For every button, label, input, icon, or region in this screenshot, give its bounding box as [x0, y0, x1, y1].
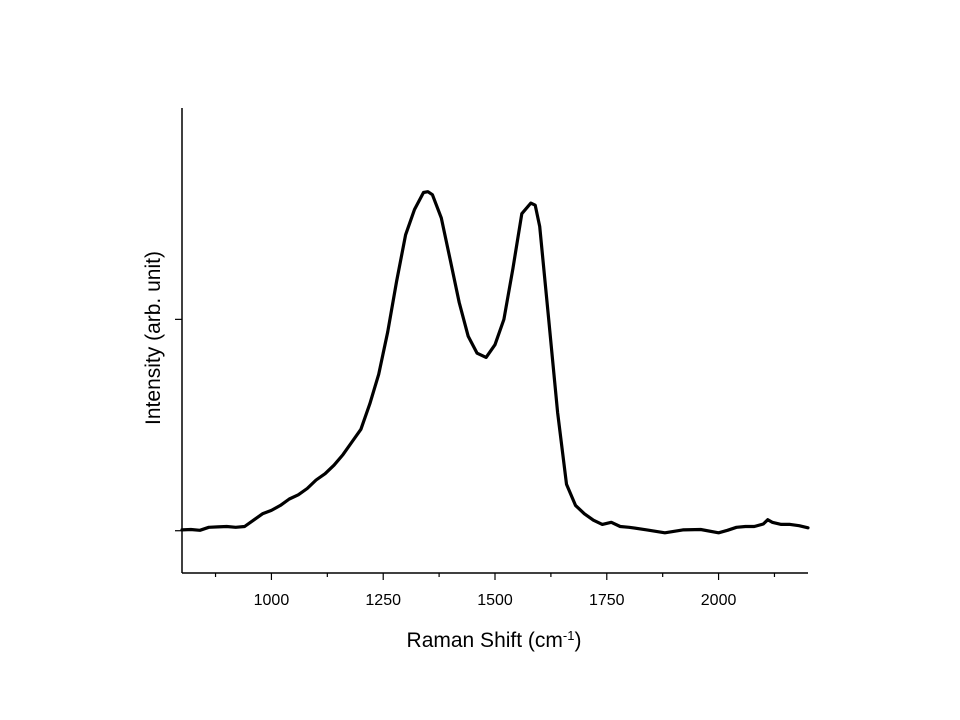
- x-axis-title-text: Raman Shift (cm: [407, 629, 563, 652]
- x-axis-title-superscript: -1: [563, 628, 575, 643]
- x-tick-label: 1000: [254, 592, 290, 609]
- x-tick-label: 1750: [589, 592, 625, 609]
- x-axis-title-suffix: ): [574, 629, 581, 652]
- x-tick-label: 1250: [365, 592, 401, 609]
- y-ticks: [175, 318, 182, 532]
- x-axis-title: Raman Shift (cm-1): [407, 628, 582, 653]
- x-tick-label: 1500: [477, 592, 513, 609]
- x-ticks: 1000 1250 1500 1750 2000: [214, 573, 776, 609]
- y-axis-title: Intensity (arb. unit): [142, 251, 165, 425]
- x-tick-label: 2000: [701, 592, 737, 609]
- spectrum-line: [180, 190, 810, 535]
